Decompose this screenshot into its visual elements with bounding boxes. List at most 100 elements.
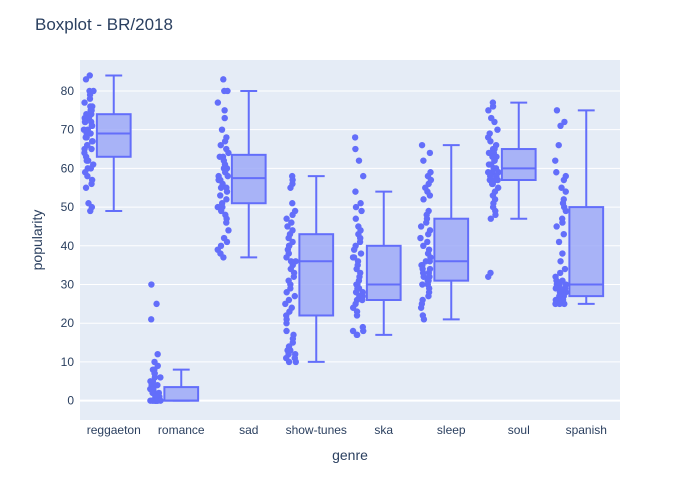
box-iqr (500, 148, 537, 181)
data-point (84, 157, 92, 164)
data-point (218, 126, 226, 133)
x-tick-label: soul (508, 423, 530, 437)
data-point (353, 331, 360, 339)
data-point (419, 281, 426, 288)
data-point (492, 211, 499, 219)
data-point (359, 296, 366, 304)
data-point (148, 281, 155, 288)
y-tick-label: 70 (61, 123, 75, 137)
box-reggaeton (95, 74, 132, 212)
data-point (353, 312, 361, 319)
box-sleep (433, 144, 470, 321)
y-tick-label: 50 (61, 200, 75, 214)
data-point (553, 223, 560, 230)
y-tick-label: 40 (61, 239, 75, 253)
x-tick-label: ska (374, 423, 393, 437)
data-point (350, 246, 358, 253)
data-point (216, 153, 223, 160)
data-point (147, 316, 155, 323)
data-point (221, 138, 229, 145)
data-point (290, 273, 298, 280)
data-point (88, 145, 95, 153)
data-point (557, 269, 564, 277)
data-point (223, 238, 231, 246)
data-point (223, 196, 230, 203)
data-point (357, 250, 365, 257)
data-point (350, 254, 358, 261)
data-point (81, 118, 89, 126)
data-point (489, 180, 497, 188)
data-point (426, 192, 434, 199)
data-point (82, 184, 90, 191)
data-point (491, 118, 498, 126)
box-iqr (433, 217, 470, 282)
data-point (417, 234, 424, 242)
data-point (225, 149, 232, 157)
data-point (555, 238, 563, 246)
y-tick-label: 30 (61, 278, 75, 292)
box-ska (365, 190, 402, 336)
data-point (217, 192, 224, 199)
y-axis-ticks: 0 10 20 30 40 50 60 70 80 (61, 84, 75, 408)
y-tick-label: 60 (61, 161, 75, 175)
data-point (221, 87, 228, 95)
data-point (154, 381, 161, 389)
chart-title: Boxplot - BR/2018 (35, 15, 173, 34)
data-point (561, 265, 569, 273)
data-point (292, 358, 300, 366)
data-point (83, 134, 90, 141)
box-iqr (568, 206, 605, 298)
data-point (283, 254, 290, 261)
data-point (560, 230, 567, 238)
data-point (417, 304, 425, 311)
data-point (220, 254, 227, 261)
data-point (552, 157, 559, 164)
data-point (561, 300, 568, 308)
data-point (555, 141, 562, 149)
data-point (356, 238, 364, 246)
data-point (225, 227, 232, 234)
data-point (291, 292, 298, 300)
data-point (487, 215, 495, 222)
data-point (217, 184, 225, 191)
data-point (352, 188, 359, 195)
data-point (562, 207, 570, 215)
data-point (489, 103, 497, 110)
y-tick-label: 0 (67, 394, 74, 408)
data-point (425, 292, 432, 300)
data-points (80, 72, 570, 404)
data-point (553, 107, 561, 114)
data-point (420, 157, 427, 164)
data-point (352, 215, 360, 222)
data-point (283, 215, 290, 222)
data-point (558, 184, 565, 191)
x-tick-label: sad (239, 423, 258, 437)
data-point (220, 76, 227, 83)
data-point (351, 134, 359, 141)
data-point (285, 358, 293, 366)
data-point (157, 374, 164, 381)
data-point (355, 157, 363, 164)
box-iqr (163, 386, 200, 402)
data-point (87, 207, 94, 215)
data-point (88, 122, 96, 130)
data-point (552, 285, 559, 292)
data-point (283, 289, 290, 296)
y-tick-label: 10 (61, 355, 75, 369)
data-point (494, 126, 501, 133)
x-axis-title: genre (332, 447, 368, 463)
data-point (556, 300, 563, 308)
data-point (557, 258, 564, 265)
data-point (420, 196, 427, 203)
box-iqr (298, 233, 335, 317)
x-tick-label: spanish (566, 423, 607, 437)
data-point (559, 219, 566, 226)
data-point (423, 219, 430, 226)
x-tick-label: romance (158, 423, 205, 437)
y-axis-title: popularity (29, 210, 45, 271)
data-point (289, 200, 296, 207)
data-point (418, 141, 426, 149)
data-point (360, 172, 367, 180)
